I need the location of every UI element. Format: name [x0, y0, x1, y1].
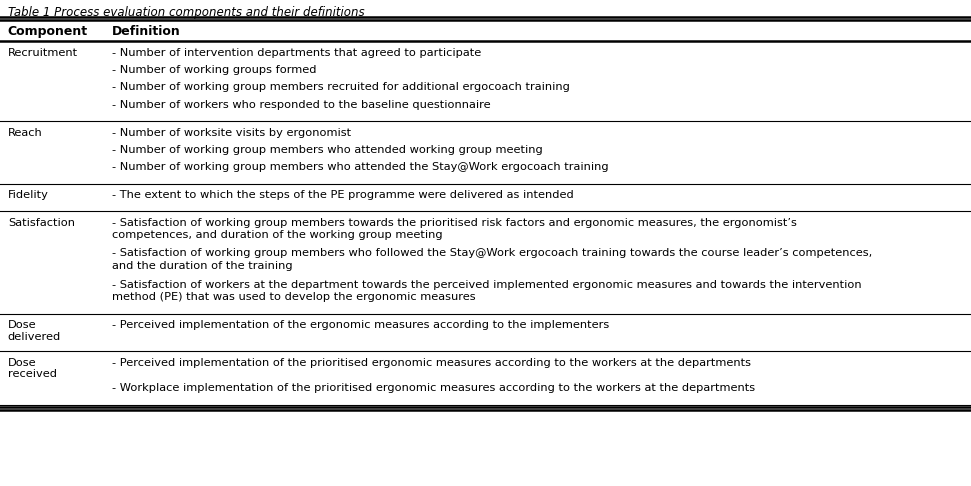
Text: - Number of working group members who attended the Stay@Work ergocoach training: - Number of working group members who at… [112, 162, 608, 173]
Text: Component: Component [8, 25, 88, 38]
Text: - Number of working group members who attended working group meeting: - Number of working group members who at… [112, 145, 543, 155]
Text: - Satisfaction of workers at the department towards the perceived implemented er: - Satisfaction of workers at the departm… [112, 279, 861, 302]
Text: - Number of worksite visits by ergonomist: - Number of worksite visits by ergonomis… [112, 127, 351, 138]
Text: Satisfaction: Satisfaction [8, 218, 75, 227]
Text: Reach: Reach [8, 127, 43, 138]
Text: - Number of working group members recruited for additional ergocoach training: - Number of working group members recrui… [112, 83, 570, 92]
Text: - Number of intervention departments that agreed to participate: - Number of intervention departments tha… [112, 48, 481, 57]
Text: Recruitment: Recruitment [8, 48, 78, 57]
Text: Dose
delivered: Dose delivered [8, 320, 61, 342]
Text: Table 1 Process evaluation components and their definitions: Table 1 Process evaluation components an… [8, 6, 364, 19]
Text: - Number of workers who responded to the baseline questionnaire: - Number of workers who responded to the… [112, 100, 490, 110]
Text: - Satisfaction of working group members who followed the Stay@Work ergocoach tra: - Satisfaction of working group members … [112, 248, 872, 271]
Text: - Workplace implementation of the prioritised ergonomic measures according to th: - Workplace implementation of the priori… [112, 383, 754, 393]
Text: - Perceived implementation of the prioritised ergonomic measures according to th: - Perceived implementation of the priori… [112, 358, 751, 367]
Text: - Number of working groups formed: - Number of working groups formed [112, 65, 317, 75]
Text: - Perceived implementation of the ergonomic measures according to the implemente: - Perceived implementation of the ergono… [112, 320, 609, 330]
Text: - Satisfaction of working group members towards the prioritised risk factors and: - Satisfaction of working group members … [112, 218, 796, 240]
Text: Definition: Definition [112, 25, 181, 38]
Text: Fidelity: Fidelity [8, 190, 49, 200]
Text: - The extent to which the steps of the PE programme were delivered as intended: - The extent to which the steps of the P… [112, 190, 574, 200]
Text: Dose
received: Dose received [8, 358, 56, 379]
